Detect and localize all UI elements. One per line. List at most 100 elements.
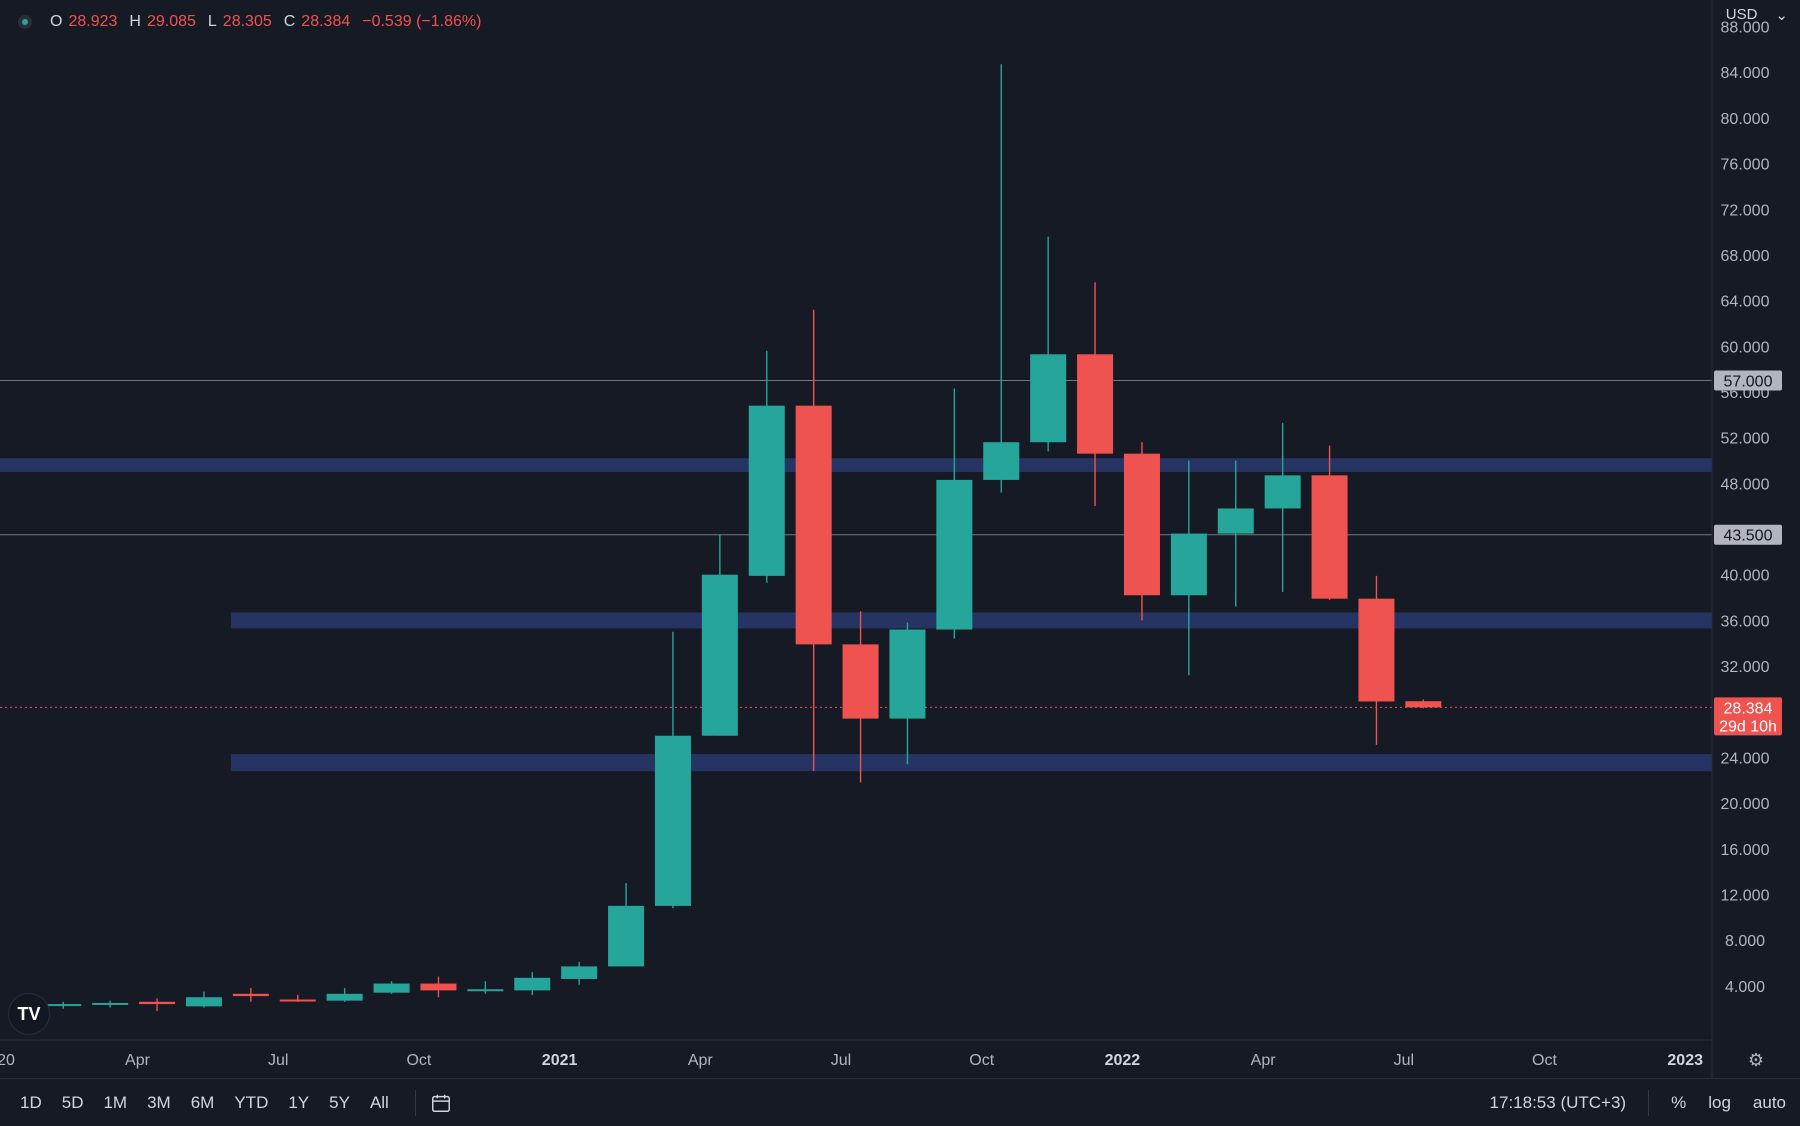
current-price-label-countdown: 29d 10h	[1719, 718, 1777, 735]
candle-body	[326, 993, 363, 1001]
candle-body	[936, 479, 973, 630]
range-button-1d[interactable]: 1D	[20, 1092, 42, 1112]
candle-body	[139, 1001, 176, 1005]
candle[interactable]	[936, 388, 973, 639]
x-tick-label: Oct	[1532, 1052, 1557, 1069]
candle-body	[1170, 533, 1207, 596]
candle[interactable]	[842, 611, 879, 783]
y-tick-label: 80.000	[1721, 111, 1770, 128]
percent-toggle[interactable]: %	[1671, 1092, 1687, 1112]
candle[interactable]	[139, 998, 176, 1011]
candle[interactable]	[467, 981, 504, 994]
clock-display[interactable]: 17:18:53 (UTC+3)	[1489, 1092, 1627, 1112]
support-resistance-zones	[0, 458, 1713, 772]
right-controls: 17:18:53 (UTC+3) % log auto	[1490, 1079, 1786, 1126]
y-tick-label: 20.000	[1721, 796, 1770, 813]
y-tick-label: 24.000	[1721, 750, 1770, 767]
candle[interactable]	[1123, 442, 1160, 621]
range-button-ytd[interactable]: YTD	[234, 1092, 269, 1112]
currency-label: USD	[1725, 6, 1758, 23]
close-label: C	[283, 13, 296, 30]
candle-body	[185, 997, 222, 1007]
x-tick-label: Jul	[1394, 1052, 1414, 1069]
candle-body	[373, 983, 410, 993]
x-tick-label: Jul	[268, 1052, 288, 1069]
candle-body	[45, 1004, 82, 1007]
candle[interactable]	[654, 631, 691, 909]
y-tick-label: 12.000	[1721, 887, 1770, 904]
candle[interactable]	[1030, 236, 1067, 452]
candle[interactable]	[1170, 460, 1207, 676]
level-43-label-box	[1714, 524, 1782, 545]
toolbar-divider	[414, 1089, 416, 1116]
candle[interactable]	[1358, 575, 1395, 745]
range-button-5d[interactable]: 5D	[61, 1092, 84, 1112]
range-button-all[interactable]: All	[369, 1092, 389, 1112]
zone-band	[0, 458, 1712, 472]
auto-toggle[interactable]: auto	[1752, 1092, 1786, 1112]
candle[interactable]	[373, 981, 410, 994]
settings-gear-icon[interactable]: ⚙	[1748, 1050, 1764, 1071]
level-57-label: 57.000	[1724, 374, 1773, 391]
status-dot-icon[interactable]	[18, 15, 32, 29]
candle-body	[701, 574, 738, 736]
range-button-5y[interactable]: 5Y	[329, 1092, 350, 1112]
y-tick-label: 68.000	[1721, 248, 1770, 265]
current-price-label: 28.384	[1724, 700, 1773, 717]
range-button-6m[interactable]: 6M	[190, 1092, 215, 1112]
candle[interactable]	[232, 988, 269, 1002]
x-tick-label: Jul	[831, 1052, 851, 1069]
candle-body	[1264, 475, 1301, 509]
candle[interactable]	[514, 972, 551, 995]
chevron-down-icon: ⌄	[1775, 7, 1788, 24]
candle-body	[561, 966, 598, 979]
candle[interactable]	[185, 991, 222, 1008]
high-value: 29.085	[146, 13, 196, 30]
candle[interactable]	[92, 1000, 129, 1008]
candle[interactable]	[1217, 460, 1254, 607]
y-tick-label: 64.000	[1721, 294, 1770, 311]
zone-band	[230, 753, 1713, 772]
candle[interactable]	[701, 534, 738, 736]
candle-body	[514, 977, 551, 991]
y-tick-label: 32.000	[1721, 659, 1770, 676]
candle-body	[420, 983, 457, 991]
candle[interactable]	[45, 1001, 82, 1009]
x-tick-label: Oct	[406, 1052, 431, 1069]
candle-body	[1311, 475, 1348, 599]
candle[interactable]	[1264, 422, 1301, 592]
range-button-1y[interactable]: 1Y	[288, 1092, 310, 1112]
high-label: H	[129, 13, 141, 30]
go-to-date-icon[interactable]	[430, 1092, 452, 1114]
y-tick-label: 84.000	[1721, 65, 1770, 82]
candle[interactable]	[748, 350, 785, 583]
open-value: 28.923	[68, 13, 118, 30]
candle[interactable]	[420, 976, 457, 998]
candle[interactable]	[1405, 699, 1442, 709]
candle[interactable]	[795, 309, 832, 772]
change-value: −0.539 (−1.86%)	[362, 13, 482, 30]
candle[interactable]	[1311, 445, 1348, 600]
candle[interactable]	[326, 988, 363, 1002]
candle[interactable]	[561, 961, 598, 985]
candle-body	[1358, 598, 1395, 702]
candlestick-chart[interactable]: 4.000 8.000 12.000 16.000 20.000 24.000 32.000…	[0, 0, 1800, 1078]
range-button-3m[interactable]: 3M	[147, 1092, 171, 1112]
y-tick-label: 8.000	[1725, 933, 1765, 950]
close-value: 28.384	[301, 13, 351, 30]
candle-body	[279, 999, 316, 1002]
currency-selector[interactable]: USD ⌄	[1726, 6, 1788, 24]
x-tick-label: Apr	[1251, 1052, 1277, 1069]
candle[interactable]	[889, 622, 926, 765]
tradingview-logo-icon[interactable]: TV	[8, 993, 50, 1035]
candle[interactable]	[608, 883, 645, 967]
x-tick-label: 2022	[1105, 1052, 1141, 1069]
candle[interactable]	[983, 64, 1020, 493]
range-button-1m[interactable]: 1M	[103, 1092, 128, 1112]
candle-body	[795, 405, 832, 645]
candle[interactable]	[279, 994, 316, 1002]
candle[interactable]	[1077, 282, 1114, 507]
bottom-toolbar: 1D 5D 1M 3M 6M YTD 1Y 5Y All 17:18:53 (U…	[0, 1078, 1800, 1126]
low-value: 28.305	[222, 13, 272, 30]
log-toggle[interactable]: log	[1708, 1092, 1731, 1112]
